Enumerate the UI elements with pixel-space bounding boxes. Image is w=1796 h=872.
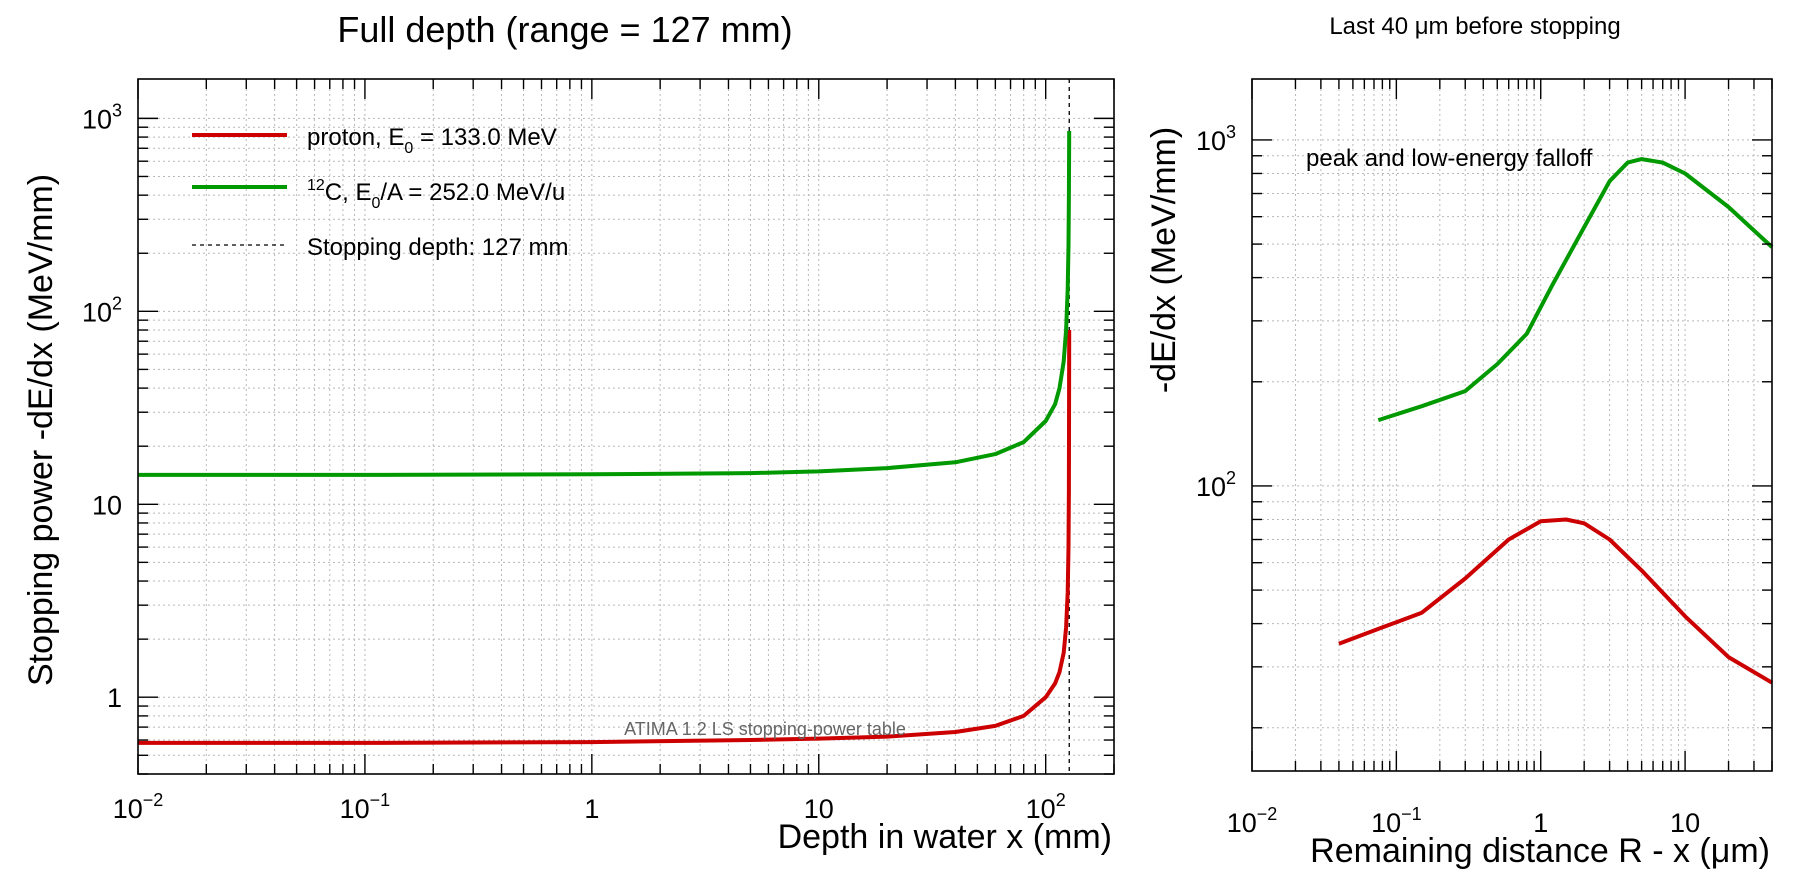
- left-tick-marks: [137, 79, 1115, 775]
- legend-entry-carbon: 12C, E0/A = 252.0 MeV/u: [192, 177, 565, 212]
- legend-entry-stopping-depth: Stopping depth: 127 mm: [192, 234, 569, 261]
- right-title: Last 40 μm before stopping: [1329, 13, 1620, 40]
- y-tick-label: 103: [82, 100, 122, 134]
- legend-label-stopping-depth: Stopping depth: 127 mm: [307, 234, 569, 261]
- left-series: [138, 130, 1072, 745]
- left-x-axis-label: Depth in water x (mm): [778, 818, 1112, 856]
- left-x-tick-labels: 10−2 10−1 1 10 102: [113, 790, 1066, 824]
- x-tick-label: 1: [584, 794, 599, 824]
- right-y-tick-labels: 102 103: [1196, 122, 1236, 502]
- y-tick-label: 103: [1196, 122, 1236, 156]
- left-plot-frame: [137, 78, 1115, 775]
- y-tick-label: 102: [82, 293, 122, 327]
- x-tick-label: 10: [1670, 808, 1700, 838]
- left-panel: Full depth (range = 127 mm) 10−2 10−1 1 10 1…: [22, 9, 1115, 856]
- x-tick-label: 10: [804, 794, 834, 824]
- x-tick-label: 1: [1533, 808, 1548, 838]
- right-plot-frame: [1251, 78, 1773, 772]
- left-y-axis-label: Stopping power -dE/dx (MeV/mm): [22, 174, 60, 686]
- right-panel: Last 40 μm before stopping 10−2 10−1 1 10 1…: [1145, 13, 1774, 870]
- x-tick-label: 102: [1026, 790, 1066, 824]
- series-line-proton: [1338, 517, 1774, 685]
- left-annotation: ATIMA 1.2 LS stopping-power table: [624, 719, 906, 739]
- series-line-proton: [138, 329, 1072, 745]
- left-grid: [137, 79, 1115, 775]
- right-annotation: peak and low-energy falloff: [1306, 145, 1593, 172]
- left-y-tick-labels: 1 10 102 103: [82, 100, 122, 713]
- legend-label-carbon: 12C, E0/A = 252.0 MeV/u: [307, 177, 565, 212]
- y-tick-label: 102: [1196, 468, 1236, 502]
- right-series: [1338, 157, 1774, 685]
- x-tick-label: 10−1: [340, 790, 391, 824]
- right-x-axis-label: Remaining distance R - x (μm): [1310, 832, 1770, 870]
- legend-label-proton: proton, E0 = 133.0 MeV: [307, 124, 557, 157]
- x-tick-label: 10−1: [1371, 804, 1422, 838]
- right-tick-marks: [1251, 79, 1773, 771]
- right-x-tick-labels: 10−2 10−1 1 10: [1227, 804, 1700, 838]
- y-tick-label: 1: [107, 683, 122, 713]
- series-line-12C: [138, 130, 1072, 477]
- series-line-12C: [1377, 157, 1774, 423]
- x-tick-label: 10−2: [113, 790, 164, 824]
- y-tick-label: 10: [92, 490, 122, 520]
- legend-entry-proton: proton, E0 = 133.0 MeV: [192, 124, 557, 157]
- x-tick-label: 10−2: [1227, 804, 1278, 838]
- legend: proton, E0 = 133.0 MeV 12C, E0/A = 252.0…: [192, 124, 569, 261]
- left-title: Full depth (range = 127 mm): [337, 9, 792, 50]
- right-y-axis-label: -dE/dx (MeV/mm): [1145, 127, 1183, 393]
